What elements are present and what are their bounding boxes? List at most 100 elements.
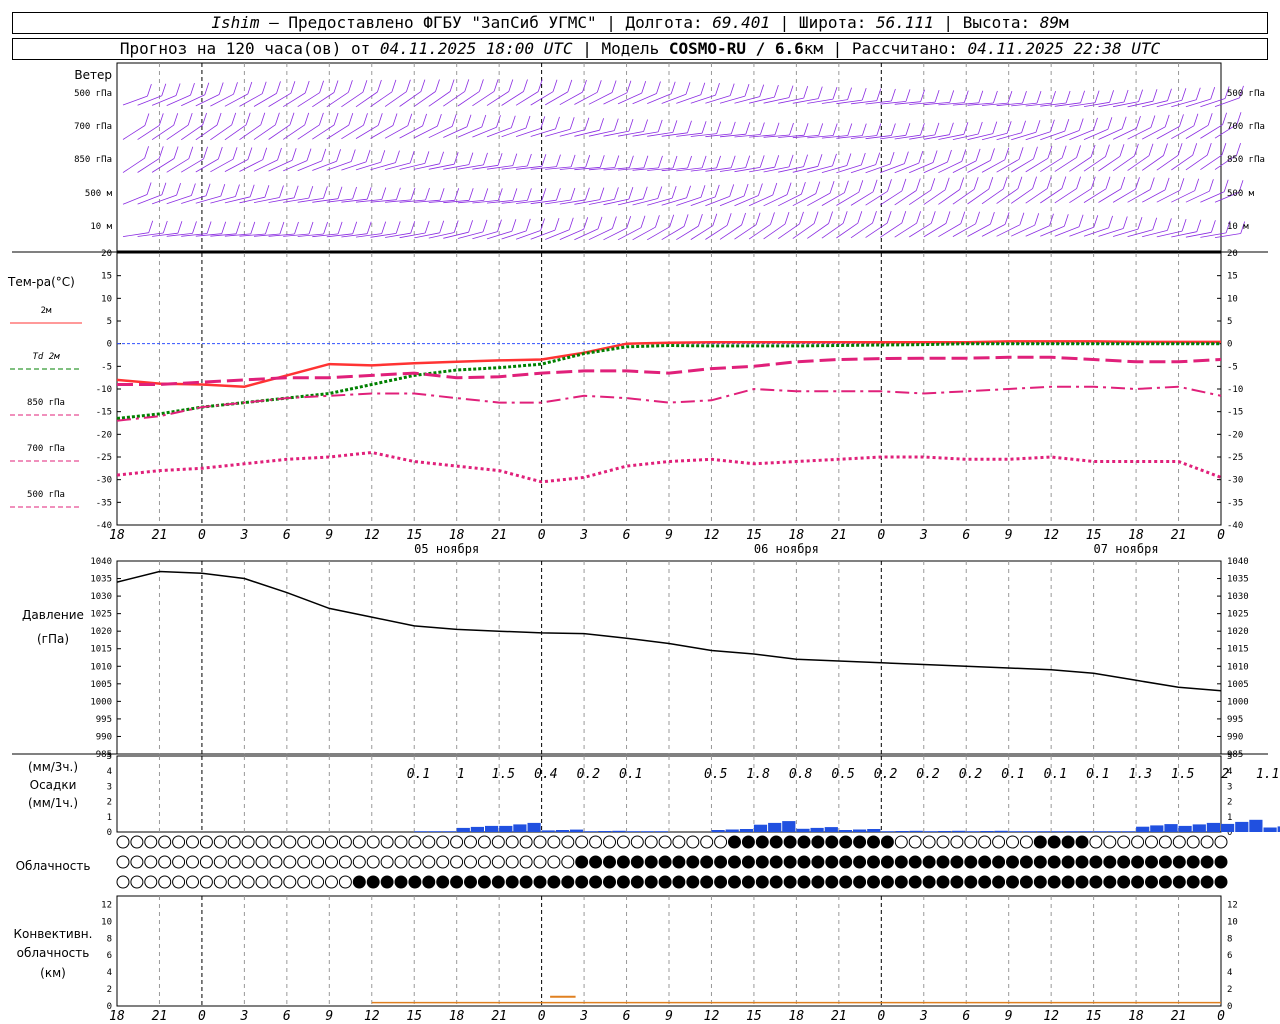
convective-y-tick: 4 — [107, 968, 112, 978]
wind-barb — [952, 133, 979, 140]
wind-barb — [836, 164, 862, 174]
cloud-cover-icon — [1047, 855, 1061, 869]
temp-series-2 — [117, 355, 1222, 386]
wind-barb — [879, 190, 903, 206]
wind-barb-feather — [716, 155, 721, 169]
wind-barb-feather — [468, 188, 474, 201]
pressure-y-tick: 1000 — [90, 697, 112, 707]
cloud-cover-icon — [436, 855, 450, 869]
wind-barb-feather — [712, 213, 718, 226]
temp-y-tick-right: 15 — [1227, 272, 1238, 282]
wind-barb-feather — [1224, 86, 1230, 99]
wind-barb — [122, 194, 148, 205]
wind-barb-feather — [803, 123, 809, 136]
cloud-cover-icon — [964, 855, 978, 869]
wind-barb — [180, 124, 203, 141]
wind-barb — [836, 99, 863, 105]
cloud-cover-icon — [700, 835, 714, 849]
temp-y-tick: -40 — [96, 521, 112, 531]
wind-barb-feather — [788, 154, 794, 168]
wind-barb-feather — [260, 112, 266, 125]
wind-barb — [355, 199, 382, 203]
precip-bar — [824, 827, 838, 832]
wind-barb-feather — [701, 155, 707, 169]
wind-barb-feather — [944, 177, 950, 190]
wind-barb-feather — [1061, 145, 1067, 158]
wind-barb-feather — [861, 87, 867, 101]
precip-bar — [470, 826, 484, 832]
wind-barb — [1171, 231, 1197, 238]
wind-barb-feather — [1049, 213, 1054, 226]
wind-barb-feather — [454, 188, 460, 201]
precip-bar — [527, 822, 541, 832]
wind-barb — [1112, 155, 1135, 172]
precip-bar — [1206, 822, 1220, 832]
temp-y-tick: 0 — [107, 340, 112, 350]
wind-barb — [603, 130, 630, 137]
wind-barb-feather — [191, 183, 196, 196]
wind-barb-feather — [203, 146, 208, 159]
cloud-cover-icon — [853, 875, 867, 889]
wind-barb — [807, 223, 829, 239]
cloud-cover-icon — [1145, 855, 1158, 869]
precip-3h-label: 1.5 — [492, 767, 516, 782]
wind-barb — [1127, 155, 1150, 171]
x-tick-label: 0 — [877, 528, 885, 543]
cloud-cover-icon — [227, 835, 241, 849]
precip-y-tick-right: 4 — [1227, 767, 1232, 777]
cloud-cover-icon — [811, 855, 825, 869]
x-tick-label: 15 — [1086, 1009, 1102, 1024]
wind-level-850hpa-right: 850 гПа — [1227, 155, 1265, 165]
cloud-cover-icon — [1033, 875, 1047, 889]
wind-barb — [1098, 228, 1124, 237]
wind-barb-feather — [1094, 90, 1100, 103]
wind-barb — [836, 135, 863, 139]
wind-barb — [355, 124, 379, 139]
x-tick-label: 18 — [449, 528, 465, 543]
precip-y-tick: 4 — [107, 767, 112, 777]
wind-barb — [501, 165, 528, 170]
wind-barb — [1069, 226, 1094, 237]
wind-barb-feather — [847, 87, 852, 100]
wind-barb — [1156, 189, 1181, 203]
temp-y-tick-right: -20 — [1227, 430, 1243, 440]
wind-barb-feather — [422, 113, 427, 127]
wind-barb-feather — [1164, 114, 1170, 128]
precip-bar — [1079, 831, 1093, 832]
wind-barb — [239, 159, 263, 172]
wind-barb — [807, 135, 834, 139]
wind-barb — [151, 95, 177, 106]
wind-barb — [195, 233, 222, 237]
precip-bar — [456, 827, 470, 832]
wind-barb — [574, 228, 599, 241]
wind-barb-feather — [187, 112, 193, 126]
cloud-cover-icon — [575, 835, 589, 849]
pressure-y-tick-right: 1005 — [1227, 680, 1249, 690]
wind-barb — [1040, 225, 1065, 237]
wind-barb-feather — [556, 188, 561, 201]
wind-barb-feather — [1195, 87, 1201, 100]
wind-barb-feather — [220, 183, 226, 197]
cloud-cover-icon — [783, 875, 797, 889]
wind-barb — [545, 199, 571, 205]
wind-barb-feather — [832, 86, 838, 100]
wind-barb-feather — [789, 122, 794, 136]
wind-barb-feather — [1206, 142, 1212, 156]
wind-barb — [1185, 190, 1210, 203]
wind-barb — [632, 226, 656, 241]
x-tick-label: 9 — [665, 1009, 673, 1024]
wind-barb-feather — [670, 81, 676, 94]
wind-barb-feather — [306, 148, 312, 161]
wind-barb-feather — [464, 79, 470, 92]
wind-barb — [253, 197, 280, 203]
wind-barb-feather — [993, 90, 998, 104]
wind-barb — [384, 91, 407, 107]
cloud-cover-icon — [728, 855, 741, 869]
wind-barb-feather — [614, 187, 619, 200]
x-tick-label: 9 — [325, 528, 333, 543]
wind-barb-feather — [161, 182, 167, 195]
cloud-cover-icon — [519, 875, 533, 889]
wind-barb-feather — [698, 213, 703, 227]
wind-barb — [545, 128, 571, 137]
wind-barb-feather — [425, 187, 430, 201]
